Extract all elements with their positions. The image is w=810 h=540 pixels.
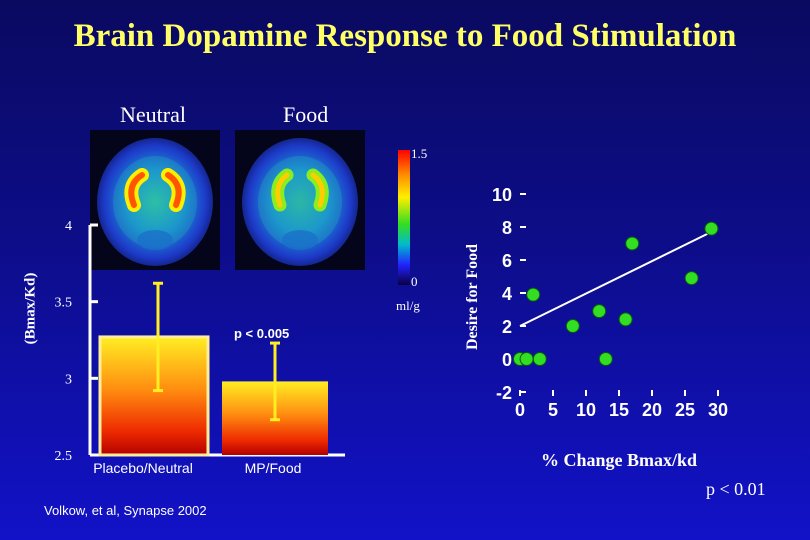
scatter-point <box>618 312 633 327</box>
bar-y-tick-label: 3 <box>65 372 72 387</box>
bar-category-label: Placebo/Neutral <box>93 460 193 476</box>
scatter-ylabel: Desire for Food <box>464 243 482 351</box>
bar <box>98 335 210 457</box>
scatter-point <box>519 352 534 366</box>
neutral-label: Neutral <box>120 102 186 127</box>
bar-annotation: p < 0.005 <box>234 326 290 341</box>
bar-category-label: MP/Food <box>245 460 302 476</box>
brain-scan-neutral-image <box>90 130 220 270</box>
citation: Volkow, et al, Synapse 2002 <box>44 503 207 518</box>
scatter-annotation: p < 0.01 <box>706 479 766 499</box>
colorbar-min-label: 0 <box>411 274 418 289</box>
bar-y-tick-label: 3.5 <box>55 296 73 311</box>
scatter-point <box>565 319 580 333</box>
bar-y-tick-label: 4 <box>65 219 72 234</box>
trend-line <box>519 227 719 327</box>
scatter-xlabel: % Change Bmax/kd <box>541 450 698 470</box>
bar-y-tick-label: 2.5 <box>55 449 73 464</box>
scatter-x-tick-label: 25 <box>675 400 695 420</box>
scatter-y-tick-label: 2 <box>502 317 512 337</box>
bar-chart: 2.5 3 3.5 4 Placebo/Neutral MP/Food <box>55 219 345 476</box>
bar-ylabel: (Bmax/Kd) <box>22 272 39 345</box>
scatter-x-tick-label: 20 <box>642 400 662 420</box>
brain-scan-food-image <box>235 130 365 270</box>
scatter-x-tick-label: 0 <box>515 400 525 420</box>
scatter-point <box>625 236 640 251</box>
scatter-x-tick-label: 5 <box>548 400 558 420</box>
scatter-x-tick-label: 10 <box>576 400 596 420</box>
scatter-y-tick-label: -2 <box>496 383 512 403</box>
scatter-point <box>684 271 699 286</box>
scatter-point <box>532 352 547 366</box>
scatter-y-tick-label: 10 <box>492 185 512 205</box>
scatter-y-tick-label: 4 <box>502 284 512 304</box>
page-title: Brain Dopamine Response to Food Stimulat… <box>73 18 737 54</box>
scatter-point <box>526 287 541 302</box>
scatter-x-tick-label: 30 <box>708 400 728 420</box>
scatter-point <box>704 221 719 236</box>
scatter-point <box>598 352 613 366</box>
scatter-y-tick-label: 0 <box>502 350 512 370</box>
scatter-point <box>592 304 607 319</box>
colorbar <box>398 150 410 285</box>
scatter-y-tick-label: 8 <box>502 218 512 238</box>
colorbar-unit-label: ml/g <box>396 298 420 313</box>
scatter-y-tick-label: 6 <box>502 251 512 271</box>
colorbar-max-label: 1.5 <box>411 146 428 161</box>
food-label: Food <box>283 102 329 127</box>
scatter-x-tick-label: 15 <box>609 400 629 420</box>
